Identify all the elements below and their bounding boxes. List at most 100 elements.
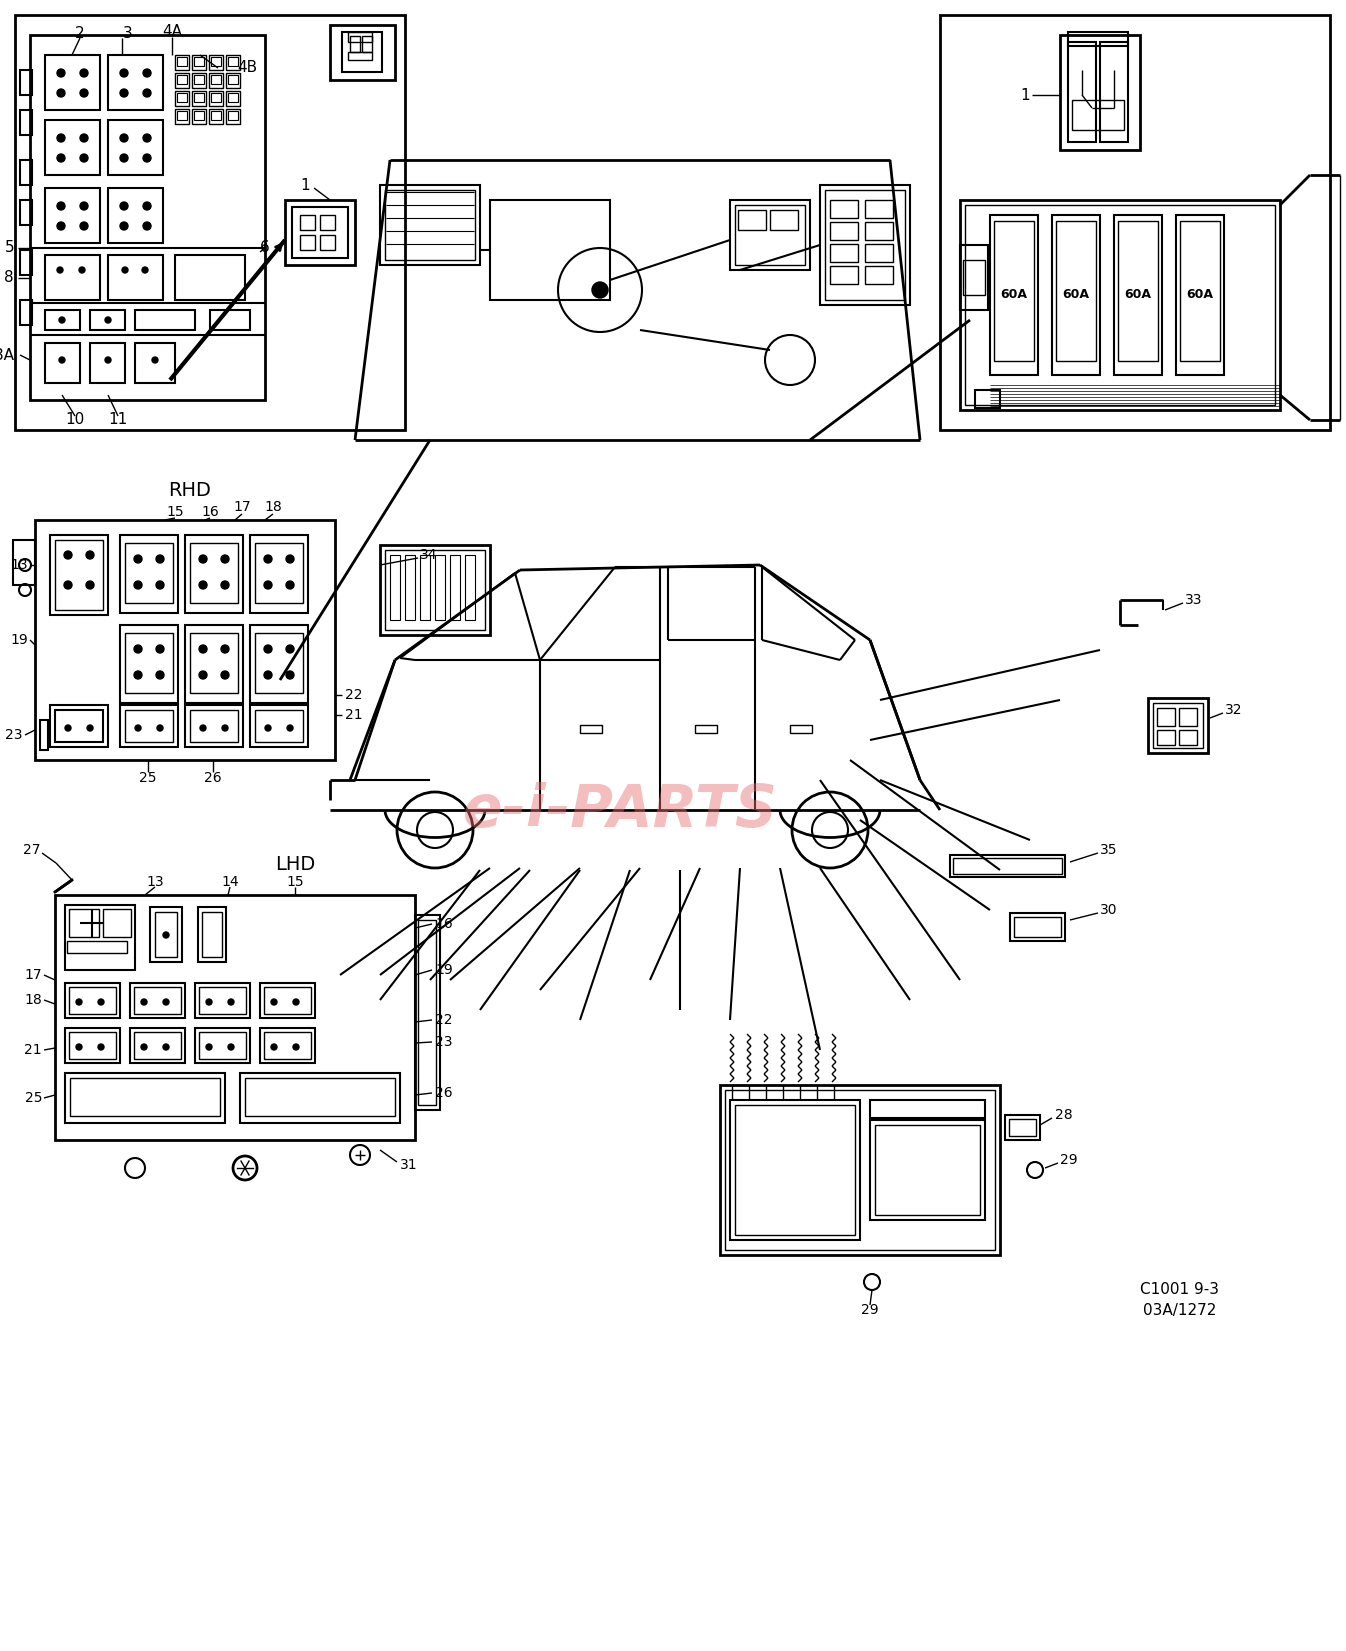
Bar bbox=[135, 343, 175, 383]
Bar bbox=[131, 982, 184, 1019]
Circle shape bbox=[79, 221, 87, 229]
Text: 13: 13 bbox=[11, 558, 28, 571]
Circle shape bbox=[199, 581, 207, 589]
Bar bbox=[1158, 730, 1175, 745]
Circle shape bbox=[135, 725, 141, 731]
Circle shape bbox=[199, 646, 207, 654]
Bar bbox=[1100, 41, 1128, 142]
Bar bbox=[199, 1032, 246, 1058]
Bar bbox=[226, 109, 240, 124]
Bar bbox=[1114, 215, 1162, 375]
Text: 4A: 4A bbox=[162, 25, 182, 40]
Text: 33: 33 bbox=[1184, 593, 1202, 608]
Text: 21: 21 bbox=[24, 1043, 42, 1057]
Circle shape bbox=[199, 555, 207, 563]
Bar bbox=[40, 720, 48, 750]
Bar bbox=[965, 205, 1275, 404]
Text: 18: 18 bbox=[264, 500, 281, 513]
Text: 19: 19 bbox=[11, 632, 28, 647]
Bar bbox=[69, 1032, 116, 1058]
Bar bbox=[50, 705, 108, 746]
Bar bbox=[735, 205, 805, 266]
Circle shape bbox=[120, 89, 128, 97]
Bar bbox=[198, 906, 226, 963]
Circle shape bbox=[285, 581, 293, 589]
Text: 6: 6 bbox=[260, 241, 269, 256]
Bar bbox=[264, 987, 311, 1014]
Bar bbox=[1005, 1114, 1040, 1139]
Bar bbox=[415, 915, 440, 1109]
Bar bbox=[865, 244, 892, 263]
Bar bbox=[194, 111, 205, 121]
Text: 11: 11 bbox=[109, 413, 128, 428]
Bar bbox=[55, 540, 104, 609]
Circle shape bbox=[201, 725, 206, 731]
Bar bbox=[960, 244, 988, 310]
Circle shape bbox=[57, 221, 65, 229]
Bar bbox=[830, 266, 857, 284]
Bar bbox=[264, 1032, 311, 1058]
Circle shape bbox=[221, 555, 229, 563]
Bar bbox=[65, 982, 120, 1019]
Bar bbox=[285, 200, 355, 266]
Circle shape bbox=[264, 581, 272, 589]
Circle shape bbox=[59, 317, 65, 324]
Circle shape bbox=[120, 221, 128, 229]
Circle shape bbox=[120, 69, 128, 78]
Circle shape bbox=[135, 646, 141, 654]
Bar bbox=[125, 632, 174, 693]
Circle shape bbox=[143, 201, 151, 210]
Bar bbox=[1067, 31, 1128, 46]
Bar bbox=[69, 987, 116, 1014]
Bar bbox=[390, 555, 400, 621]
Circle shape bbox=[57, 134, 65, 142]
Bar bbox=[35, 520, 335, 759]
Bar bbox=[175, 73, 188, 88]
Bar bbox=[70, 1078, 219, 1116]
Text: 16: 16 bbox=[201, 505, 219, 518]
Bar bbox=[227, 111, 238, 121]
Circle shape bbox=[105, 317, 110, 324]
Bar bbox=[209, 91, 223, 106]
Bar bbox=[870, 1119, 985, 1220]
Text: 2: 2 bbox=[75, 25, 85, 41]
Bar bbox=[227, 58, 238, 66]
Circle shape bbox=[271, 1043, 277, 1050]
Bar bbox=[405, 555, 415, 621]
Bar bbox=[44, 188, 100, 243]
Circle shape bbox=[221, 646, 229, 654]
Bar bbox=[865, 266, 892, 284]
Bar bbox=[1071, 101, 1124, 130]
Text: 60A: 60A bbox=[1062, 289, 1089, 302]
Text: 34: 34 bbox=[420, 548, 437, 561]
Bar bbox=[199, 987, 246, 1014]
Circle shape bbox=[285, 646, 293, 654]
Bar bbox=[195, 982, 250, 1019]
Bar bbox=[342, 31, 382, 73]
Circle shape bbox=[86, 581, 94, 589]
Circle shape bbox=[199, 670, 207, 679]
Bar bbox=[30, 35, 265, 400]
Bar bbox=[865, 221, 892, 239]
Text: 3: 3 bbox=[122, 25, 133, 41]
Text: 13: 13 bbox=[147, 875, 164, 888]
Bar bbox=[820, 185, 910, 305]
Circle shape bbox=[135, 555, 141, 563]
Circle shape bbox=[57, 154, 65, 162]
Bar bbox=[108, 254, 163, 300]
Text: 31: 31 bbox=[400, 1157, 417, 1172]
Circle shape bbox=[271, 999, 277, 1005]
Text: 16: 16 bbox=[435, 916, 452, 931]
Bar bbox=[962, 259, 985, 296]
Bar bbox=[15, 15, 405, 429]
Circle shape bbox=[592, 282, 608, 297]
Bar bbox=[1154, 703, 1203, 748]
Bar bbox=[300, 234, 315, 249]
Bar bbox=[450, 555, 460, 621]
Circle shape bbox=[156, 670, 164, 679]
Bar bbox=[67, 941, 127, 953]
Circle shape bbox=[105, 357, 110, 363]
Bar bbox=[175, 254, 245, 300]
Bar bbox=[738, 210, 766, 229]
Circle shape bbox=[163, 1043, 170, 1050]
